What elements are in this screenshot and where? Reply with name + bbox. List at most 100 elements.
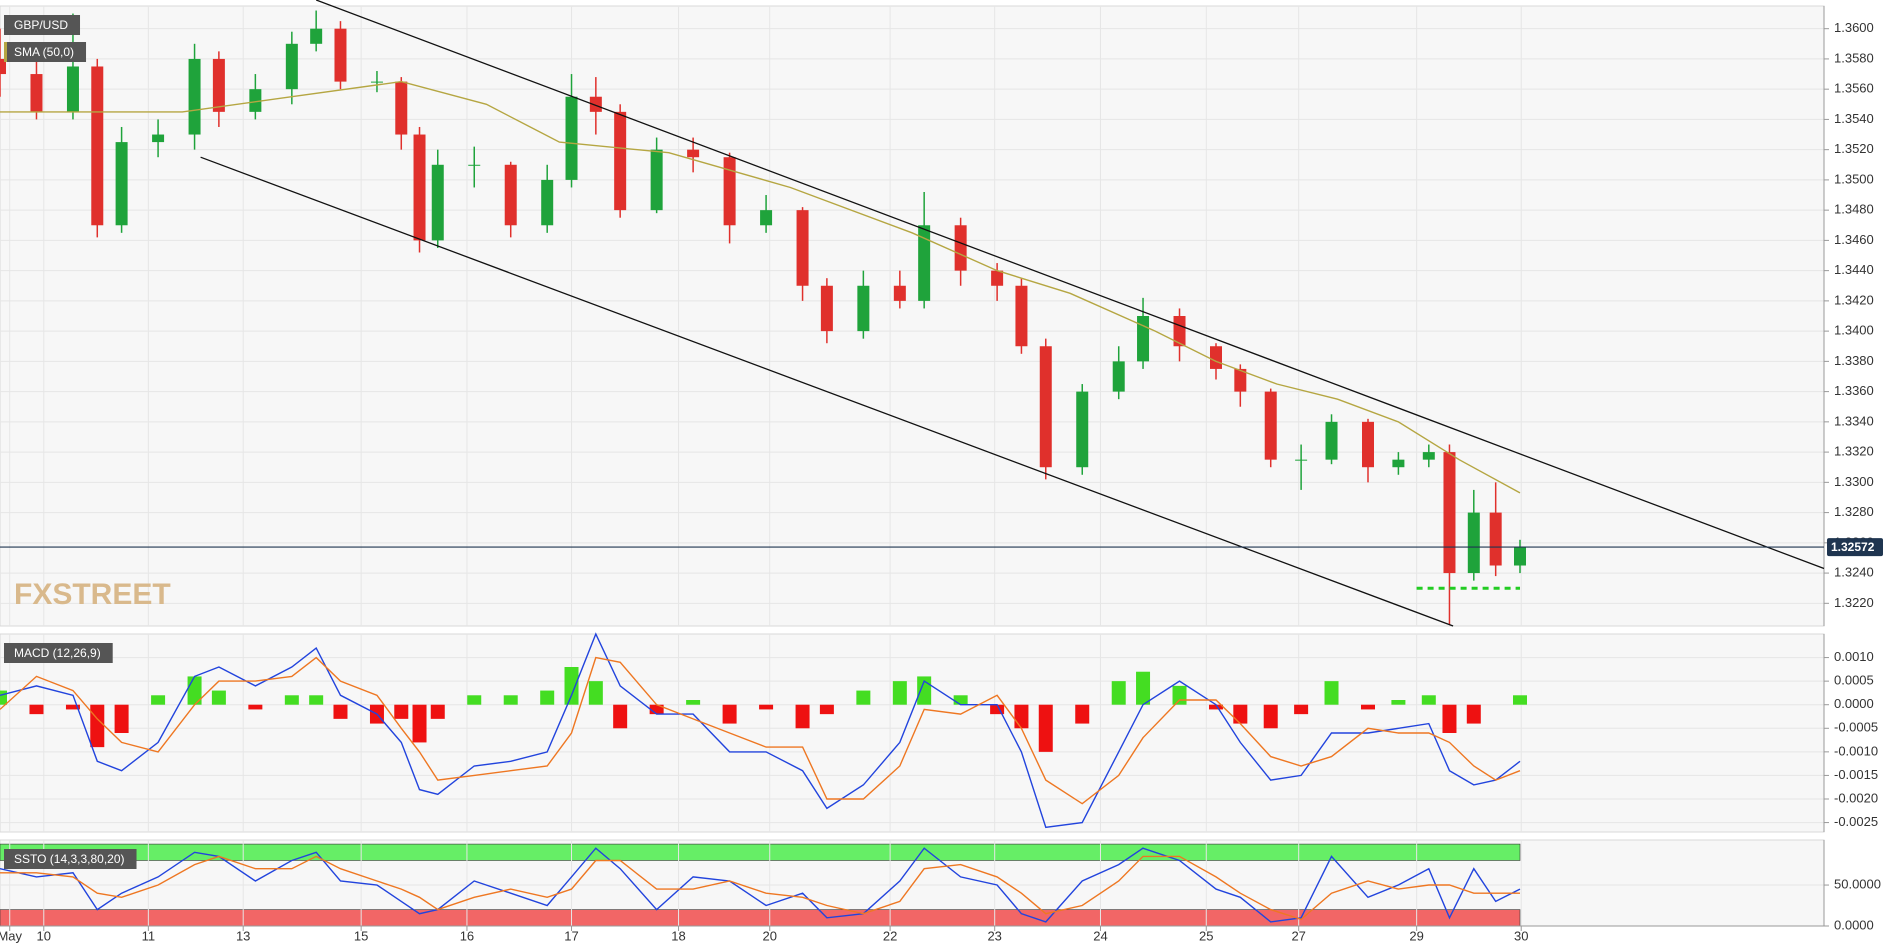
candle-body [1076, 391, 1089, 468]
legend-swatch [4, 15, 7, 35]
series-line [0, 80, 1521, 494]
histogram-bar [953, 695, 968, 705]
candle-body [188, 58, 201, 135]
panel-background [0, 633, 1825, 833]
y-tick-label: 1.3540 [1834, 111, 1874, 126]
histogram-bar [1324, 681, 1339, 705]
histogram-bar [1075, 704, 1090, 724]
band [0, 909, 1521, 927]
y-tick-label: 1.3560 [1834, 81, 1874, 96]
histogram-bar [1442, 704, 1457, 733]
histogram-bar [1391, 700, 1406, 705]
x-tick-label: 24 [1093, 928, 1107, 943]
legend-swatch [4, 849, 7, 869]
candle-body [1422, 452, 1435, 460]
candle-body [395, 81, 408, 135]
candle-body [249, 89, 262, 112]
histogram-bar [467, 695, 482, 705]
legend-swatch [4, 643, 7, 663]
histogram-bar [151, 695, 166, 705]
x-tick-label: 15 [354, 928, 368, 943]
legend-box [4, 15, 81, 35]
candle-body [614, 111, 627, 211]
histogram-bar [90, 704, 105, 748]
candle-body [413, 134, 426, 241]
candle-body [723, 157, 736, 226]
histogram-bar [588, 681, 603, 705]
candle-body [1489, 512, 1502, 566]
histogram-bar [1233, 704, 1248, 724]
candle-body [893, 285, 906, 301]
histogram-bar [1038, 704, 1053, 752]
candle-body [1325, 421, 1338, 460]
x-tick-label: 30 [1514, 928, 1528, 943]
candle-body [796, 210, 809, 286]
candle-body [1234, 368, 1247, 392]
histogram-bar [613, 704, 628, 729]
candle-body [918, 225, 931, 301]
histogram-bar [65, 704, 80, 710]
legend-label: SSTO (14,3,3,80,20) [14, 852, 125, 866]
histogram-bar [1466, 704, 1481, 724]
x-tick-label: 20 [762, 928, 776, 943]
candle-body [468, 164, 481, 166]
candle-body [1392, 459, 1405, 468]
y-tick-label: -0.0025 [1834, 814, 1878, 829]
y-tick-label: 1.3440 [1834, 262, 1874, 277]
candle-body [30, 74, 43, 112]
candle-body [760, 210, 773, 226]
candle-body [1264, 391, 1277, 460]
candle-body [820, 285, 833, 332]
x-tick-label: May [0, 928, 23, 943]
histogram-bar [309, 695, 324, 705]
y-tick-label: 0.0000 [1834, 696, 1874, 711]
histogram-bar [686, 700, 701, 705]
histogram-bar [1172, 685, 1187, 705]
y-tick-label: 1.3600 [1834, 20, 1874, 35]
candle-body [1443, 452, 1456, 574]
histogram-bar [1136, 671, 1151, 705]
y-tick-label: -0.0010 [1834, 743, 1878, 758]
histogram-bar [722, 704, 737, 724]
candle-body [431, 164, 444, 241]
histogram-bar [430, 704, 445, 719]
y-tick-label: 1.3460 [1834, 232, 1874, 247]
candle-body [370, 81, 383, 83]
x-tick-label: 13 [236, 928, 250, 943]
candle-body [115, 142, 128, 226]
candle-body [310, 28, 323, 44]
legend-swatch [4, 42, 7, 62]
y-tick-label: 1.3520 [1834, 141, 1874, 156]
candle-body [1015, 285, 1028, 347]
histogram-bar [29, 704, 44, 715]
x-tick-label: 27 [1291, 928, 1305, 943]
y-tick-label: -0.0020 [1834, 790, 1878, 805]
histogram-bar [540, 690, 555, 705]
x-tick-label: 23 [987, 928, 1001, 943]
candle-body [285, 43, 298, 90]
histogram-bar [248, 704, 263, 710]
legend-box [4, 643, 113, 663]
watermark: FXSTREET [14, 578, 171, 611]
y-tick-label: 1.3360 [1834, 383, 1874, 398]
histogram-bar [1263, 704, 1278, 729]
histogram-bar [211, 690, 226, 705]
candle-body [1173, 316, 1186, 347]
histogram-bar [564, 667, 579, 705]
histogram-bar [1361, 704, 1375, 710]
histogram-bar [1421, 695, 1436, 705]
candle-body [66, 66, 79, 112]
histogram-bar [412, 704, 427, 743]
candle-body [687, 149, 700, 158]
y-tick-label: -0.0015 [1834, 767, 1878, 782]
y-tick-label: 0.0000 [1834, 917, 1874, 932]
histogram-bar [795, 704, 810, 729]
legend-label: MACD (12,26,9) [14, 646, 101, 660]
candle-body [1137, 316, 1150, 362]
y-tick-label: 1.3500 [1834, 171, 1874, 186]
x-tick-label: 17 [564, 928, 578, 943]
histogram-bar [1513, 695, 1527, 705]
histogram-bar [394, 704, 409, 719]
panel-background [0, 5, 1825, 627]
